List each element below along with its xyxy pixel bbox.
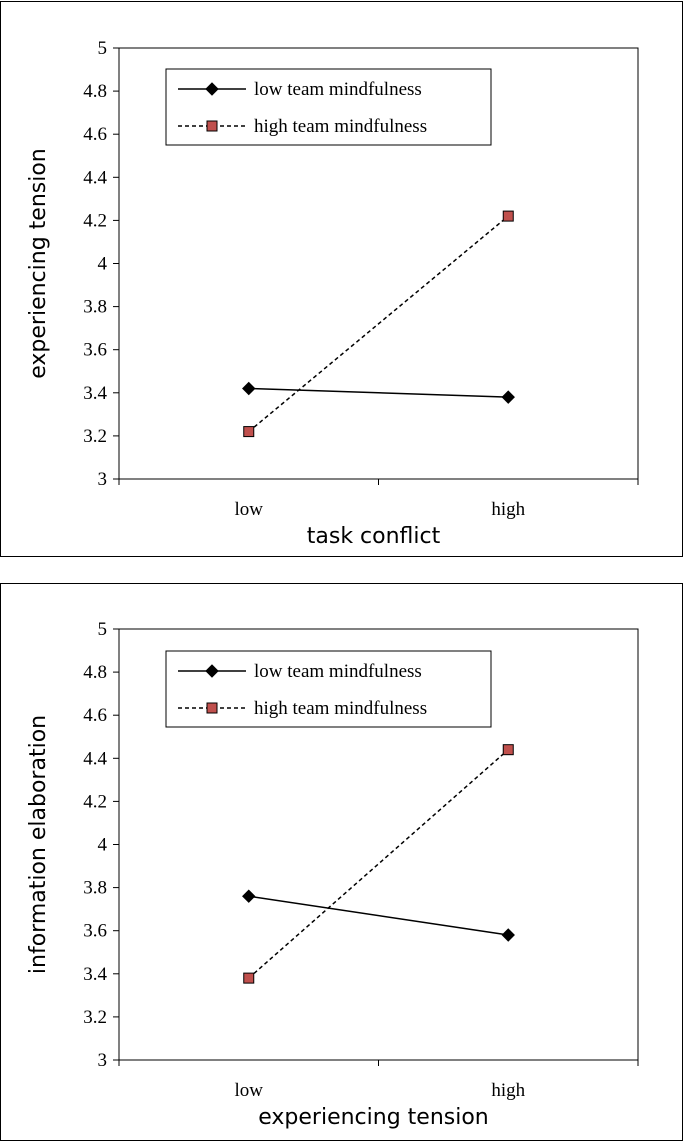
- y-tick-label: 4.8: [83, 662, 107, 683]
- y-tick-label: 3: [98, 1050, 108, 1071]
- x-tick-label: low: [235, 499, 264, 520]
- y-tick-label: 3.6: [83, 340, 107, 361]
- data-point-square: [502, 210, 514, 222]
- y-tick-label: 5: [98, 38, 108, 59]
- series-line-2: [248, 215, 509, 433]
- data-point-diamond: [242, 381, 256, 396]
- series-line-1: [248, 895, 509, 936]
- data-point-diamond: [242, 889, 256, 903]
- y-tick-label: 4.2: [83, 791, 107, 812]
- data-point-square: [243, 972, 255, 984]
- y-tick-label: 3.8: [83, 297, 107, 318]
- y-tick-label: 4: [98, 835, 108, 856]
- legend-label-1: low team mindfulness: [254, 79, 422, 100]
- x-tick-label: high: [491, 1080, 525, 1101]
- chart-panel-1: 3 3.2 3.4 3.6 3.8 4 4.2 4.4 4.6 4.8 5 low high task c…: [0, 1, 683, 557]
- legend-box: [165, 68, 492, 146]
- x-axis-label: task conflict: [307, 524, 441, 549]
- data-point-diamond: [501, 390, 515, 404]
- legend-marker-square: [206, 702, 218, 714]
- legend-label-1: low team mindfulness: [254, 661, 422, 682]
- legend-marker-square: [206, 120, 218, 132]
- y-tick-label: 4.6: [83, 124, 107, 145]
- y-tick-label: 4.8: [83, 81, 107, 102]
- y-tick-label: 4.4: [83, 748, 107, 769]
- chart-2: 3 3.2 3.4 3.6 3.8 4 4.2 4.4 4.6 4.8 5 low highexperi…: [26, 619, 639, 1130]
- y-tick-label: 3.8: [83, 878, 107, 899]
- series-line-1: [248, 387, 509, 398]
- series-line-2: [248, 749, 509, 979]
- chart-1: 3 3.2 3.4 3.6 3.8 4 4.2 4.4 4.6 4.8 5 low high task c…: [26, 38, 639, 549]
- data-point-square: [502, 744, 514, 756]
- y-tick-label: 3.4: [83, 383, 107, 404]
- y-axis-label: experiencing tension: [26, 148, 51, 379]
- y-axis-label: information elaboration: [26, 715, 51, 974]
- y-tick-label: 4.4: [83, 167, 107, 188]
- y-tick-label: 4: [98, 254, 108, 275]
- chart-panel-2: 3 3.2 3.4 3.6 3.8 4 4.2 4.4 4.6 4.8 5 low high experi…: [0, 583, 683, 1141]
- x-tick-label: low: [235, 1080, 264, 1101]
- y-tick-label: 4.6: [83, 705, 107, 726]
- y-tick-label: 3: [98, 469, 108, 490]
- legend-marker-diamond: [205, 82, 219, 96]
- x-tick-label: high: [491, 499, 525, 520]
- x-axis-label: experiencing tension: [258, 1105, 489, 1130]
- y-tick-label: 3.2: [83, 426, 107, 447]
- data-point-square: [243, 426, 255, 438]
- legend-box: [165, 650, 492, 728]
- data-point-diamond: [501, 928, 515, 942]
- y-tick-label: 3.6: [83, 921, 107, 942]
- legend-label-2: high team mindfulness: [254, 698, 427, 719]
- y-tick-label: 4.2: [83, 210, 107, 231]
- y-tick-label: 5: [98, 619, 108, 640]
- legend-marker-diamond: [205, 664, 219, 678]
- y-tick-label: 3.4: [83, 964, 107, 985]
- y-tick-label: 3.2: [83, 1007, 107, 1028]
- legend-label-2: high team mindfulness: [254, 116, 427, 137]
